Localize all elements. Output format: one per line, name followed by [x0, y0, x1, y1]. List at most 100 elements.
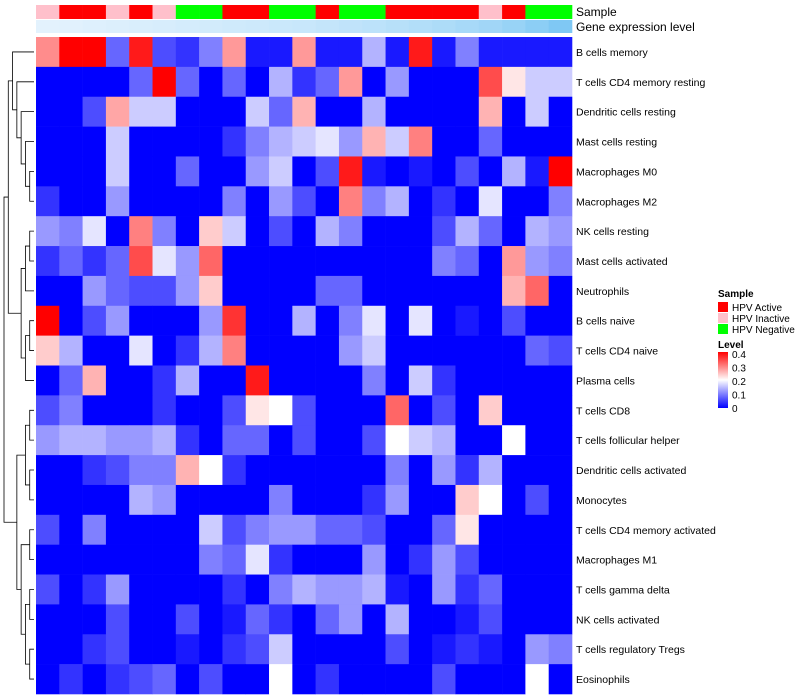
heatmap-cell	[175, 156, 200, 187]
heatmap-cell	[82, 604, 107, 635]
heatmap-cell	[502, 246, 526, 277]
heatmap-cell	[502, 96, 526, 127]
heatmap-cell	[59, 96, 83, 127]
heatmap-cell	[315, 574, 340, 605]
heatmap-cell	[269, 156, 293, 187]
heatmap-cell	[455, 604, 480, 635]
heatmap-cell	[269, 574, 293, 605]
sample-annotation-cell	[548, 5, 573, 19]
heatmap-cell	[362, 484, 386, 516]
heatmap-cell	[152, 395, 177, 426]
heatmap-cell	[292, 365, 316, 396]
heatmap-cell	[105, 96, 130, 127]
heatmap-cell	[548, 335, 573, 366]
heatmap-cell	[315, 544, 340, 575]
heatmap-cell	[525, 634, 549, 665]
heatmap-cell	[105, 634, 130, 665]
heatmap-cell	[315, 305, 340, 336]
heatmap-cell	[105, 66, 130, 98]
sample-legend-swatch	[718, 313, 728, 323]
dendrogram-branch	[20, 544, 30, 635]
sample-annotation-cell	[269, 5, 293, 19]
heatmap-cell	[129, 395, 153, 426]
sample-annotation-cell	[175, 5, 200, 19]
heatmap-cell	[292, 604, 316, 635]
heatmap-cell	[455, 216, 480, 247]
heatmap-cell	[105, 455, 130, 486]
sample-annotation-cell	[222, 5, 247, 19]
heatmap-cell	[175, 365, 200, 396]
heatmap-cell	[362, 664, 386, 695]
heatmap-cell	[36, 216, 60, 247]
heatmap-cell	[292, 514, 316, 545]
heatmap-cell	[432, 455, 456, 486]
heatmap-cell	[525, 216, 549, 247]
heatmap-cell	[408, 425, 433, 456]
heatmap-cell	[525, 455, 549, 486]
heatmap-cell	[478, 664, 503, 695]
gene-expression-annotation-cell	[408, 20, 433, 33]
heatmap-grid	[36, 37, 573, 695]
sample-annotation-bar	[36, 5, 573, 19]
heatmap-cell	[478, 335, 503, 366]
gene-expression-annotation-cell	[222, 20, 247, 33]
heatmap-cell	[338, 544, 363, 575]
heatmap-cell	[408, 305, 433, 336]
heatmap-cell	[199, 664, 223, 695]
heatmap-cell	[502, 156, 526, 187]
heatmap-cell	[152, 425, 177, 456]
heatmap-cell	[269, 335, 293, 366]
heatmap-cell	[455, 395, 480, 426]
row-label: Macrophages M0	[576, 166, 657, 178]
gene-expression-annotation-cell	[292, 20, 316, 33]
heatmap-cell	[82, 96, 107, 127]
heatmap-cell	[175, 395, 200, 426]
heatmap-cell	[548, 455, 573, 486]
heatmap-cell	[245, 455, 270, 486]
heatmap-cell	[502, 335, 526, 366]
heatmap-cell	[129, 246, 153, 277]
heatmap-cell	[385, 96, 410, 127]
heatmap-cell	[362, 574, 386, 605]
heatmap-cell	[478, 126, 503, 157]
heatmap-cell	[222, 574, 247, 605]
heatmap-cell	[36, 305, 60, 336]
sample-annotation-cell	[525, 5, 549, 19]
heatmap-cell	[105, 126, 130, 157]
heatmap-cell	[292, 66, 316, 98]
heatmap-cell	[432, 544, 456, 575]
heatmap-cell	[315, 335, 340, 366]
heatmap-cell	[315, 604, 340, 635]
sample-annotation-cell	[385, 5, 410, 19]
heatmap-cell	[362, 455, 386, 486]
sample-legend-label: HPV Negative	[732, 325, 795, 336]
heatmap-cell	[129, 66, 153, 98]
heatmap-cell	[548, 66, 573, 98]
heatmap-cell	[199, 246, 223, 277]
heatmap-cell	[82, 514, 107, 545]
heatmap-cell	[199, 186, 223, 217]
heatmap-cell	[338, 484, 363, 516]
heatmap-cell	[502, 126, 526, 157]
heatmap-cell	[455, 66, 480, 98]
heatmap-cell	[105, 275, 130, 307]
heatmap-cell	[432, 425, 456, 456]
heatmap-cell	[245, 186, 270, 217]
heatmap-cell	[245, 37, 270, 68]
heatmap-cell	[548, 604, 573, 635]
heatmap-cell	[502, 664, 526, 695]
heatmap-cell	[338, 37, 363, 68]
heatmap-cell	[502, 216, 526, 247]
gene-expression-annotation-bar	[36, 20, 573, 33]
heatmap-cell	[82, 66, 107, 98]
heatmap-cell	[292, 335, 316, 366]
gene-expression-annotation-cell	[548, 20, 573, 33]
heatmap-cell	[152, 186, 177, 217]
heatmap-cell	[502, 37, 526, 68]
heatmap-cell	[385, 305, 410, 336]
heatmap-cell	[408, 246, 433, 277]
heatmap-cell	[432, 305, 456, 336]
heatmap-cell	[222, 664, 247, 695]
heatmap-cell	[292, 126, 316, 157]
heatmap-cell	[269, 275, 293, 307]
